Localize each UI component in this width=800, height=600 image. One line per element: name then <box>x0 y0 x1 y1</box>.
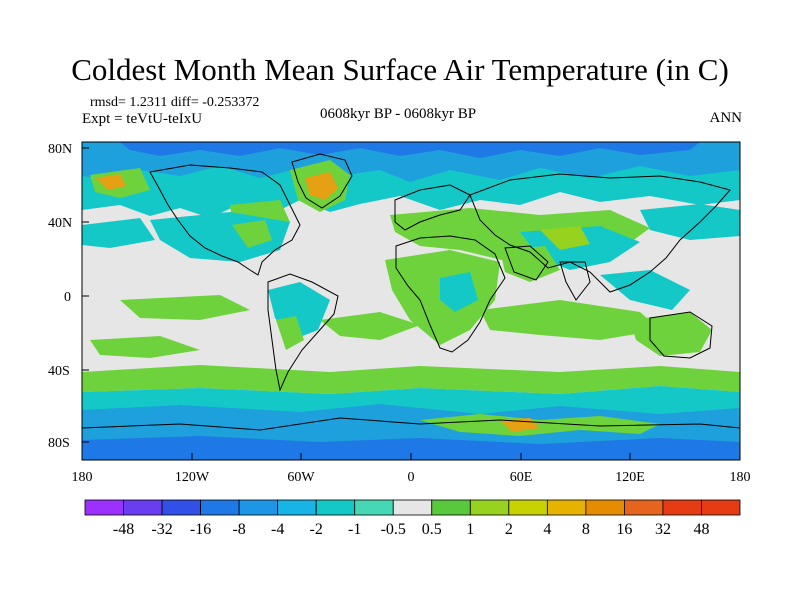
colorbar-label: 4 <box>543 521 551 538</box>
colorbar-label: -8 <box>232 521 245 538</box>
y-tick-80n: 80N <box>48 142 72 157</box>
map-title: Coldest Month Mean Surface Air Temperatu… <box>71 52 729 87</box>
field-namerica-warm <box>232 220 272 248</box>
colorbar-label: 8 <box>582 521 590 538</box>
colorbar-swatch <box>624 499 664 516</box>
colorbar-swatch <box>546 499 587 516</box>
y-axis: 80N 40N 0 40S 80S <box>48 142 89 451</box>
colorbar-swatch <box>431 499 471 516</box>
field-tibet-warm <box>540 226 590 250</box>
coast-south-america <box>267 273 339 392</box>
colorbar-label: -32 <box>151 521 172 538</box>
colorbar-swatch <box>662 499 702 516</box>
coast-greenland <box>291 153 353 209</box>
field-africa-cool <box>440 272 478 312</box>
coast-australia <box>649 311 713 359</box>
colorbar-swatch <box>200 499 240 516</box>
field-alaska-hot <box>96 174 126 190</box>
x-tick-60e: 60E <box>510 470 533 485</box>
colorbar-label: 16 <box>616 521 632 538</box>
x-tick-120e: 120E <box>615 470 645 485</box>
field-indianocean-warm <box>480 300 660 340</box>
field-greenland-hot <box>305 172 338 200</box>
field-southatlantic-warm <box>320 312 420 340</box>
x-axis: 180 120W 60W 0 60E 120E 180 <box>72 453 751 485</box>
colorbar-swatch <box>84 499 124 516</box>
colorbar-label: -2 <box>310 521 323 538</box>
colorbar-swatch <box>238 499 279 516</box>
colorbar-swatch <box>315 499 356 516</box>
field-samerica-warm <box>276 316 304 350</box>
field-seasia-cool <box>600 270 690 310</box>
field-antarctica-warm-patches <box>420 414 660 436</box>
field-southern-ring-warm <box>82 365 740 394</box>
rmsd-diff-label: rmsd= 1.2311 diff= -0.253372 <box>90 95 260 110</box>
colorbar-swatch <box>508 499 548 516</box>
colorbar-swatch <box>123 499 163 516</box>
coast-africa <box>395 235 506 353</box>
x-tick-60w: 60W <box>287 470 315 485</box>
field-pacific-cool-left <box>82 218 155 248</box>
colorbar: -48 -32 -16 -8 -4 -2 -1 -0.5 0.5 1 2 4 8 16 32 48 <box>84 499 741 538</box>
field-pacific-nw-cool <box>640 204 740 240</box>
colorbar-label: 48 <box>693 521 709 538</box>
colorbar-label: -16 <box>190 521 211 538</box>
colorbar-label: 32 <box>655 521 671 538</box>
x-tick-0: 0 <box>408 470 415 485</box>
colorbar-swatch <box>392 499 433 516</box>
coast-asia <box>469 173 731 293</box>
colorbar-swatch <box>354 499 394 516</box>
colorbar-swatch <box>277 499 317 516</box>
colorbar-label: 2 <box>505 521 513 538</box>
colorbar-label: -1 <box>348 521 361 538</box>
colorbar-swatch <box>585 499 625 516</box>
colorbar-label: -48 <box>113 521 134 538</box>
colorbar-swatch <box>469 499 510 516</box>
colorbar-swatch <box>701 499 741 516</box>
field-arabia-warm <box>500 246 560 282</box>
colorbar-label: 1 <box>466 521 474 538</box>
coast-india <box>559 261 591 301</box>
coastlines <box>82 153 740 431</box>
coast-antarctica <box>82 417 740 431</box>
x-tick-180e: 180 <box>730 470 751 485</box>
field-antarctica-deep <box>82 436 740 460</box>
x-tick-180w: 180 <box>72 470 93 485</box>
period-label: 0608kyr BP - 0608kyr BP <box>320 106 477 122</box>
colorbar-label: 0.5 <box>422 521 442 538</box>
y-tick-40n: 40N <box>48 216 72 231</box>
coast-arabia <box>504 245 549 281</box>
season-label: ANN <box>709 110 743 126</box>
field-arctic-deep <box>120 142 700 158</box>
field-pacific-south-warm <box>120 295 250 320</box>
colorbar-label: -0.5 <box>381 521 406 538</box>
colorbar-swatch <box>161 499 201 516</box>
coast-europe <box>394 184 471 231</box>
colorbar-label: -4 <box>271 521 284 538</box>
y-tick-0: 0 <box>64 290 71 305</box>
coast-north-america <box>149 164 301 276</box>
experiment-label: Expt = teVtU-teIxU <box>82 111 203 127</box>
y-tick-40s: 40S <box>48 364 70 379</box>
field-southpacific-warm <box>90 336 200 358</box>
x-tick-120w: 120W <box>175 470 210 485</box>
y-tick-80s: 80S <box>48 436 70 451</box>
map-field <box>82 142 740 460</box>
